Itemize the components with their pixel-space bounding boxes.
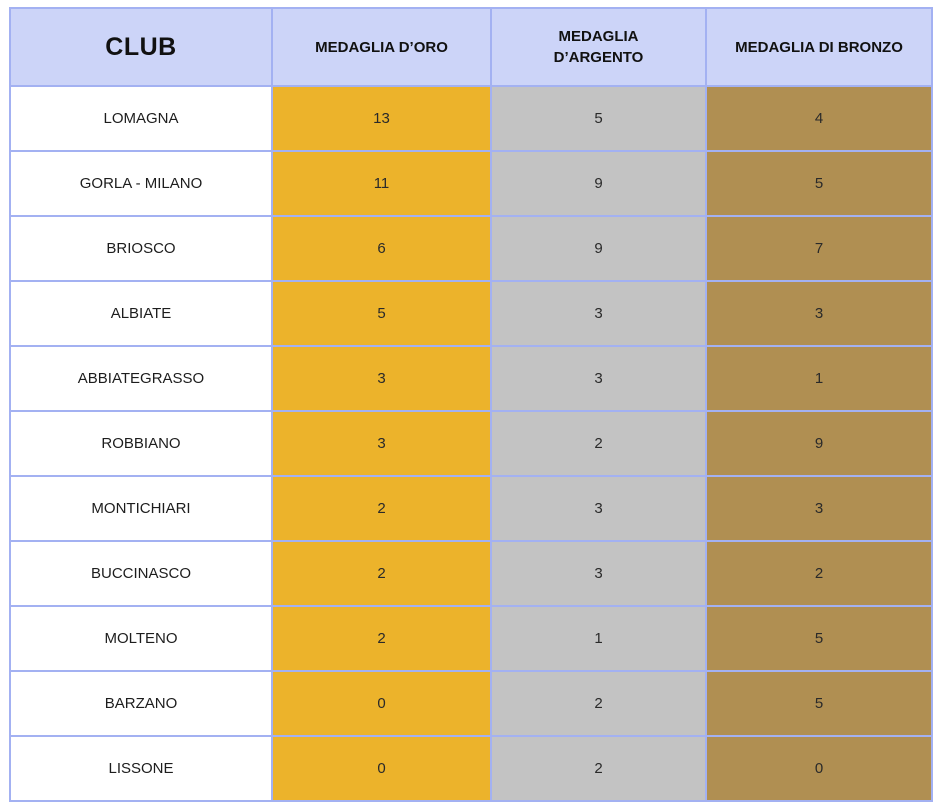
bronze-cell: 7 [705, 215, 933, 282]
table-row: LISSONE 0 2 0 [9, 735, 933, 802]
gold-cell: 3 [271, 345, 492, 412]
gold-cell: 2 [271, 540, 492, 607]
club-cell: ALBIATE [9, 280, 273, 347]
bronze-cell: 1 [705, 345, 933, 412]
gold-cell: 3 [271, 410, 492, 477]
silver-cell: 2 [490, 670, 707, 737]
bronze-cell: 4 [705, 85, 933, 152]
table-row: MOLTENO 2 1 5 [9, 605, 933, 672]
club-cell: ABBIATEGRASSO [9, 345, 273, 412]
club-cell: ROBBIANO [9, 410, 273, 477]
gold-cell: 0 [271, 735, 492, 802]
club-cell: BUCCINASCO [9, 540, 273, 607]
gold-cell: 6 [271, 215, 492, 282]
column-header-club: CLUB [9, 7, 273, 87]
club-cell: BRIOSCO [9, 215, 273, 282]
table-row: ROBBIANO 3 2 9 [9, 410, 933, 477]
club-cell: GORLA - MILANO [9, 150, 273, 217]
gold-cell: 11 [271, 150, 492, 217]
gold-cell: 2 [271, 605, 492, 672]
medal-table: CLUB MEDAGLIA D’ORO MEDAGLIA D’ARGENTO M… [9, 7, 933, 802]
gold-cell: 13 [271, 85, 492, 152]
table-row: BRIOSCO 6 9 7 [9, 215, 933, 282]
bronze-cell: 5 [705, 150, 933, 217]
column-header-bronze: MEDAGLIA DI BRONZO [705, 7, 933, 87]
silver-cell: 9 [490, 150, 707, 217]
silver-cell: 3 [490, 345, 707, 412]
table-row: LOMAGNA 13 5 4 [9, 85, 933, 152]
bronze-cell: 2 [705, 540, 933, 607]
bronze-cell: 3 [705, 280, 933, 347]
club-cell: MOLTENO [9, 605, 273, 672]
silver-cell: 3 [490, 540, 707, 607]
header-row: CLUB MEDAGLIA D’ORO MEDAGLIA D’ARGENTO M… [9, 7, 933, 87]
club-cell: LISSONE [9, 735, 273, 802]
bronze-cell: 5 [705, 605, 933, 672]
silver-cell: 3 [490, 475, 707, 542]
column-header-silver: MEDAGLIA D’ARGENTO [490, 7, 707, 87]
silver-cell: 2 [490, 735, 707, 802]
table-header: CLUB MEDAGLIA D’ORO MEDAGLIA D’ARGENTO M… [9, 7, 933, 87]
table-row: ALBIATE 5 3 3 [9, 280, 933, 347]
club-cell: MONTICHIARI [9, 475, 273, 542]
bronze-cell: 5 [705, 670, 933, 737]
table-row: BUCCINASCO 2 3 2 [9, 540, 933, 607]
bronze-cell: 3 [705, 475, 933, 542]
gold-cell: 2 [271, 475, 492, 542]
club-cell: LOMAGNA [9, 85, 273, 152]
silver-cell: 5 [490, 85, 707, 152]
silver-cell: 3 [490, 280, 707, 347]
table-row: GORLA - MILANO 11 9 5 [9, 150, 933, 217]
bronze-cell: 0 [705, 735, 933, 802]
column-header-gold: MEDAGLIA D’ORO [271, 7, 492, 87]
silver-cell: 1 [490, 605, 707, 672]
club-cell: BARZANO [9, 670, 273, 737]
silver-cell: 9 [490, 215, 707, 282]
table-row: BARZANO 0 2 5 [9, 670, 933, 737]
silver-cell: 2 [490, 410, 707, 477]
gold-cell: 0 [271, 670, 492, 737]
table-row: ABBIATEGRASSO 3 3 1 [9, 345, 933, 412]
table-row: MONTICHIARI 2 3 3 [9, 475, 933, 542]
table-body: LOMAGNA 13 5 4 GORLA - MILANO 11 9 5 BRI… [9, 85, 933, 802]
bronze-cell: 9 [705, 410, 933, 477]
gold-cell: 5 [271, 280, 492, 347]
